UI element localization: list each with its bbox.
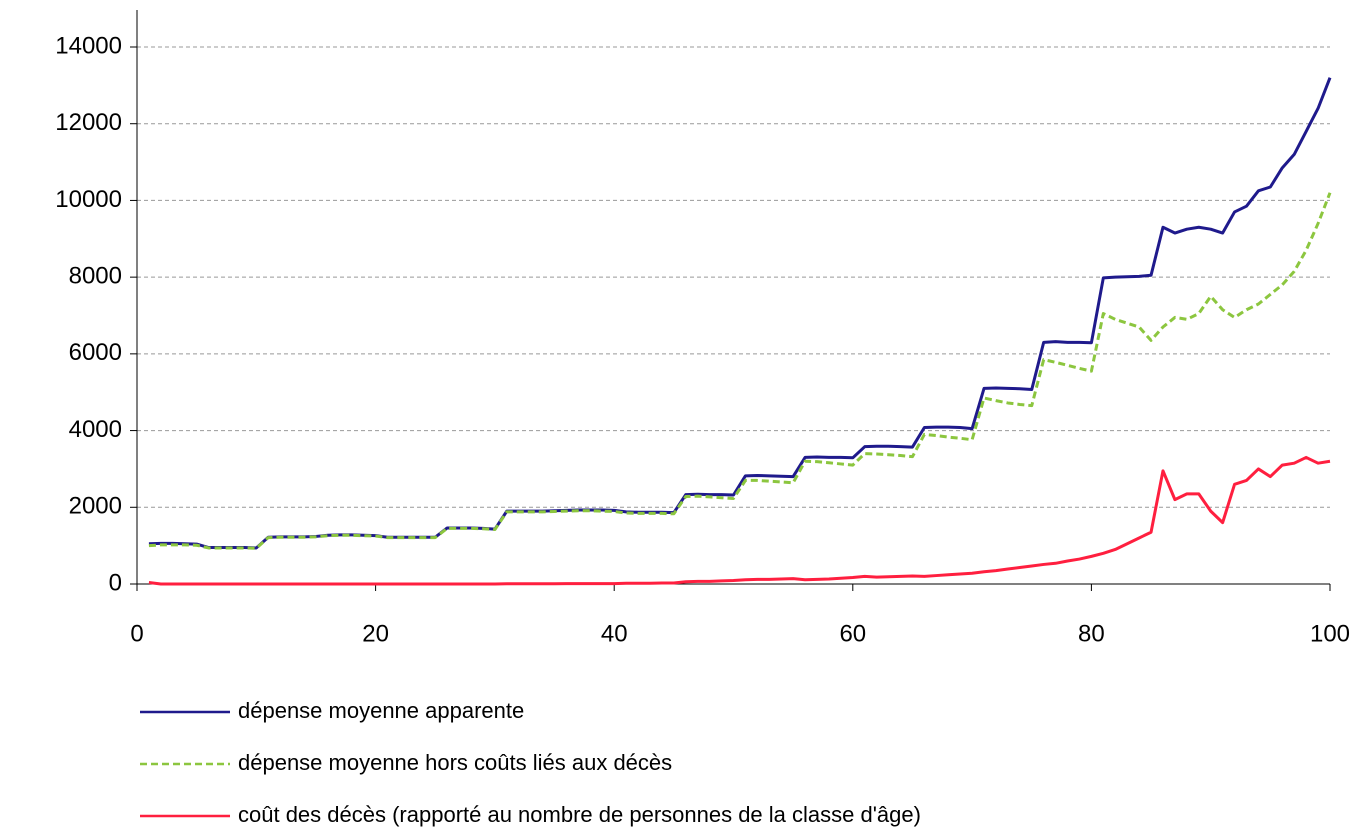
- x-tick-label: 20: [362, 620, 389, 647]
- y-tick-label: 4000: [69, 416, 122, 443]
- legend-label: dépense moyenne apparente: [238, 698, 524, 723]
- legend-label: dépense moyenne hors coûts liés aux décè…: [238, 750, 672, 775]
- series-line: [148, 192, 1332, 550]
- x-tick-label: 100: [1310, 620, 1350, 647]
- y-tick-label: 6000: [69, 339, 122, 366]
- y-tick-label: 2000: [69, 493, 122, 520]
- y-tick-label: 8000: [69, 262, 122, 289]
- x-tick-label: 60: [839, 620, 866, 647]
- x-tick-label: 40: [601, 620, 628, 647]
- series-line: [148, 455, 1331, 586]
- legend: dépense moyenne apparente dépense moyenne…: [140, 698, 921, 827]
- y-tick-label: 10000: [55, 186, 122, 213]
- series-line: [148, 77, 1332, 550]
- y-tick-label: 14000: [55, 32, 122, 59]
- x-tick-label: 80: [1078, 620, 1105, 647]
- y-tick-label: 12000: [55, 109, 122, 136]
- x-tick-label: 0: [130, 620, 143, 647]
- y-tick-label: 0: [109, 569, 122, 596]
- legend-label: coût des décès (rapporté au nombre de pe…: [238, 802, 921, 827]
